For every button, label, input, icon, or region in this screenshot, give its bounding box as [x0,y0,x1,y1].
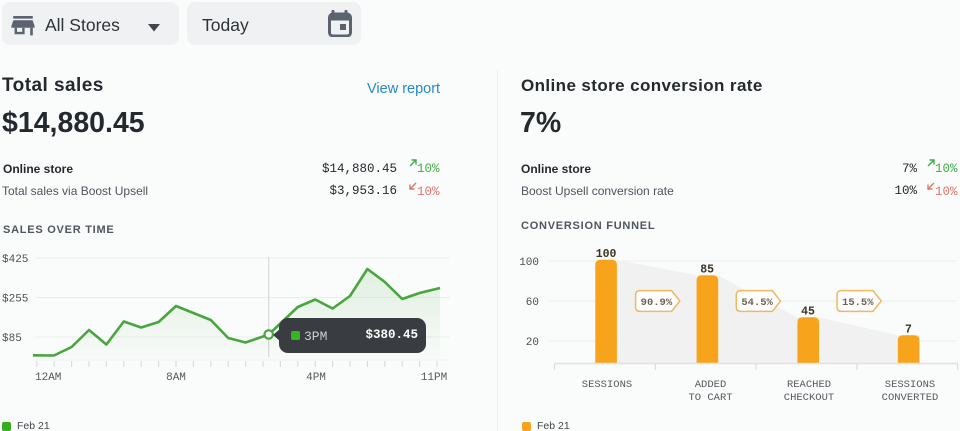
svg-text:$425: $425 [2,254,28,266]
svg-text:12AM: 12AM [35,372,61,384]
svg-text:REACHED: REACHED [787,379,831,391]
svg-text:7: 7 [905,324,912,337]
svg-text:54.5%: 54.5% [741,297,773,309]
svg-text:TO CART: TO CART [688,392,732,404]
svg-text:20: 20 [526,337,539,349]
svg-text:85: 85 [700,264,714,277]
svg-text:CHECKOUT: CHECKOUT [784,392,834,404]
svg-text:11PM: 11PM [421,372,447,384]
svg-text:SESSIONS: SESSIONS [582,379,632,391]
svg-text:ADDED: ADDED [695,379,727,391]
svg-text:SESSIONS: SESSIONS [885,379,935,391]
svg-text:45: 45 [801,306,815,319]
svg-text:$255: $255 [2,293,28,305]
svg-text:8AM: 8AM [166,372,186,384]
svg-text:100: 100 [596,248,617,261]
svg-text:$85: $85 [2,333,22,345]
svg-text:60: 60 [526,297,539,309]
svg-text:15.5%: 15.5% [842,297,874,309]
svg-text:90.9%: 90.9% [641,297,673,309]
svg-text:4PM: 4PM [306,372,326,384]
svg-text:CONVERTED: CONVERTED [882,392,939,404]
svg-text:100: 100 [519,257,539,269]
